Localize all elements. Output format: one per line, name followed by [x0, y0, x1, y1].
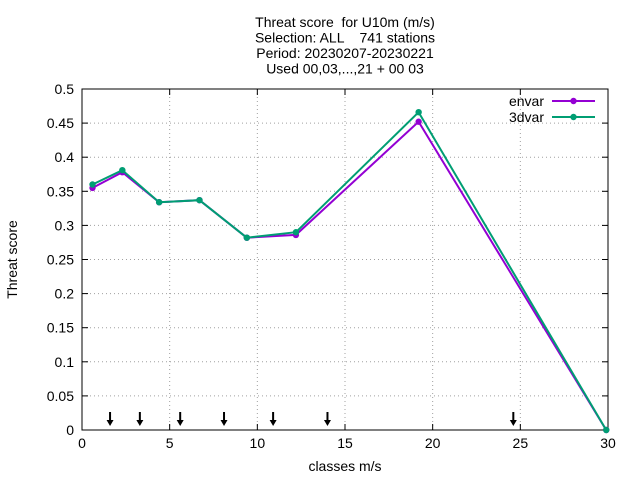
data-series	[89, 108, 610, 434]
plot-frame	[81, 88, 609, 431]
series-envar	[89, 118, 610, 434]
y-tick-label: 0.5	[55, 81, 75, 97]
class-arrow	[323, 412, 331, 426]
class-arrow	[106, 412, 114, 426]
data-point	[415, 118, 422, 125]
x-tick-label: 20	[425, 435, 441, 451]
data-point	[243, 234, 251, 241]
data-point	[119, 166, 126, 174]
x-tick-labels: 0 5 10 15 20 25 30	[78, 435, 616, 451]
data-point	[570, 97, 577, 105]
class-arrow	[509, 412, 517, 426]
y-tick-label: 0	[66, 422, 74, 438]
y-tick-label: 0.05	[47, 388, 74, 404]
legend-label: 3dvar	[509, 109, 544, 125]
data-point	[603, 426, 610, 434]
data-point	[292, 229, 300, 236]
data-point	[89, 181, 96, 188]
y-tick-labels: 0 0.05 0.1 0.15 0.2 0.25 0.3 0.35 0.4 0.45 0.5	[47, 81, 74, 438]
y-tick-label: 0.45	[47, 115, 74, 131]
chart-title: Threat score for U10m (m/s)Selection: AL…	[255, 14, 435, 77]
series-3dvar	[89, 108, 610, 434]
y-tick-label: 0.25	[47, 252, 74, 268]
data-point	[196, 196, 203, 204]
title-line: Selection: ALL 741 stations	[255, 30, 435, 46]
title-line: Used 00,03,...,21 + 00 03	[266, 61, 424, 77]
class-arrow	[269, 412, 277, 426]
legend-label: envar	[509, 93, 544, 109]
class-arrow-markers	[106, 412, 517, 426]
y-tick-label: 0.35	[47, 183, 74, 199]
x-tick-label: 15	[337, 435, 353, 451]
y-tick-label: 0.1	[55, 354, 75, 370]
y-tick-label: 0.3	[55, 217, 75, 233]
title-line: Period: 20230207-20230221	[256, 45, 434, 61]
y-tick-label: 0.4	[55, 149, 75, 165]
series-line	[92, 110, 608, 431]
data-point	[155, 199, 163, 206]
x-axis-label: classes m/s	[308, 458, 381, 474]
data-point	[570, 113, 577, 121]
x-tick-label: 5	[166, 435, 174, 451]
class-arrow	[136, 412, 144, 426]
y-tick-label: 0.2	[55, 286, 75, 302]
series-line	[92, 120, 608, 431]
x-tick-label: 25	[513, 435, 529, 451]
axis-ticks	[81, 88, 609, 431]
class-arrow	[176, 412, 184, 426]
x-tick-label: 0	[78, 435, 86, 451]
class-arrow	[220, 412, 228, 426]
x-tick-label: 10	[250, 435, 266, 451]
grid-lines	[82, 89, 608, 430]
data-point	[415, 108, 422, 116]
y-tick-label: 0.15	[47, 320, 74, 336]
x-tick-label: 30	[600, 435, 616, 451]
title-line: Threat score for U10m (m/s)	[255, 14, 435, 30]
y-axis-label: Threat score	[4, 220, 20, 299]
